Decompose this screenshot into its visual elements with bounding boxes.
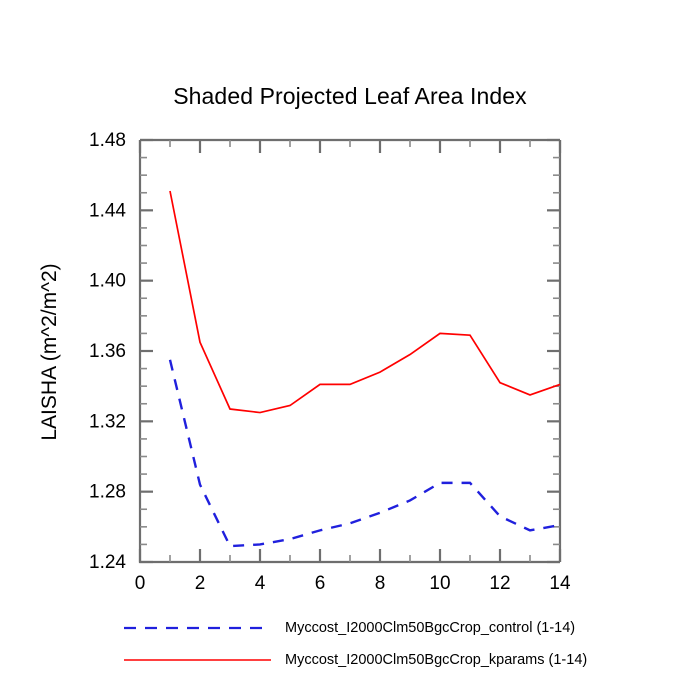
series-line-kparams	[169, 190, 561, 414]
x-tick-label: 0	[135, 573, 146, 594]
series-line-control	[168, 359, 561, 548]
data-series	[168, 190, 561, 548]
x-tick-label: 10	[429, 573, 450, 594]
chart-title: Shaded Projected Leaf Area Index	[173, 83, 527, 109]
y-tick-label: 1.36	[89, 341, 126, 362]
y-tick-label: 1.40	[89, 271, 126, 292]
legend-item-control[interactable]: Myccost_I2000Clm50BgcCrop_control (1-14)	[120, 612, 640, 644]
axes	[138, 138, 562, 564]
axis-tick-labels: 1.24 1.28 1.32 1.36 1.40 1.44 1.48 0 2 4 6 8 10 12 14	[89, 130, 571, 594]
chart-legend: Myccost_I2000Clm50BgcCrop_control (1-14)…	[120, 612, 640, 676]
x-tick-label: 2	[195, 573, 206, 594]
x-tick-label: 4	[255, 573, 266, 594]
y-tick-label: 1.28	[89, 482, 126, 503]
y-tick-label: 1.44	[89, 200, 126, 221]
x-tick-label: 14	[549, 573, 571, 594]
axis-ticks	[138, 138, 562, 564]
legend-item-kparams[interactable]: Myccost_I2000Clm50BgcCrop_kparams (1-14)	[120, 644, 640, 676]
y-tick-label: 1.32	[89, 411, 126, 432]
x-tick-label: 6	[315, 573, 326, 594]
y-tick-label: 1.24	[89, 552, 126, 573]
x-tick-label: 8	[375, 573, 386, 594]
y-tick-label: 1.48	[89, 130, 126, 151]
legend-swatch-control	[120, 620, 275, 636]
legend-label-control: Myccost_I2000Clm50BgcCrop_control (1-14)	[285, 620, 576, 636]
x-tick-label: 12	[489, 573, 510, 594]
legend-swatch-kparams	[120, 652, 275, 668]
legend-label-kparams: Myccost_I2000Clm50BgcCrop_kparams (1-14)	[285, 652, 588, 668]
